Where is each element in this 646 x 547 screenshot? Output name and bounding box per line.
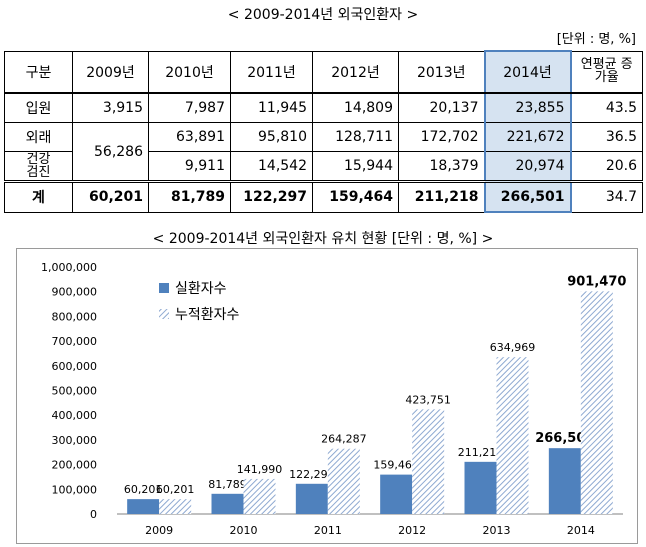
legend-label: 실환자수 [175, 281, 227, 297]
bar-cumulative-patients [159, 499, 192, 514]
table-cell: 23,855 [483, 92, 572, 123]
table-cell: 63,891 [148, 122, 231, 152]
y-tick-label: 100,000 [52, 483, 98, 496]
x-tick-label: 2012 [398, 524, 426, 537]
data-label: 60,201 [156, 483, 195, 496]
data-label: 211,218 [458, 446, 504, 459]
table-cell-rate: 43.5 [570, 92, 643, 123]
legend-label: 누적환자수 [175, 307, 240, 323]
table-cell: 128,711 [312, 122, 399, 152]
header-growth-rate-label: 연평균 증가율 [580, 57, 633, 86]
data-label: 901,470 [567, 274, 626, 289]
data-label: 423,751 [405, 393, 451, 406]
bar-cumulative-patients [243, 478, 276, 514]
chart-frame: 0 100,000 200,000 300,000 400,000 500,000 600,… [16, 248, 638, 544]
table-cell: 11,945 [230, 92, 313, 123]
bar-cumulative-patients [496, 357, 529, 514]
data-label: 141,990 [237, 463, 283, 476]
table-header-row: 구분 2009년 2010년 2011년 2012년 2013년 2014년 연… [4, 50, 643, 94]
x-tick-label: 2010 [230, 524, 258, 537]
y-tick-label: 200,000 [52, 459, 98, 472]
bar-actual-patients [211, 493, 244, 514]
table-cell: 60,201 [72, 180, 149, 213]
row-label: 입원 [4, 92, 73, 123]
table-cell: 81,789 [148, 180, 231, 213]
table-cell: 122,297 [230, 180, 313, 213]
table-cell: 172,702 [398, 122, 485, 152]
table-total-row: 계 60,201 81,789 122,297 159,464 211,218 … [4, 180, 643, 213]
bar-actual-patients [380, 474, 413, 514]
table-cell: 9,911 [148, 151, 231, 182]
header-category: 구분 [4, 50, 73, 94]
bar-cumulative-patients [327, 448, 360, 514]
bar-actual-patients [464, 461, 497, 514]
table-cell: 15,944 [312, 151, 399, 182]
table-cell: 266,501 [483, 180, 572, 213]
chart-title: < 2009-2014년 외국인환자 유치 현황 [단위 : 명, %] > [152, 231, 494, 247]
table-cell: 221,672 [483, 122, 572, 152]
table-cell: 20,974 [483, 151, 572, 182]
legend-swatch [159, 309, 169, 319]
table-cell: 3,915 [72, 92, 149, 123]
x-tick-label: 2013 [483, 524, 511, 537]
patients-table: 구분 2009년 2010년 2011년 2012년 2013년 2014년 연… [4, 50, 643, 213]
table-cell: 14,809 [312, 92, 399, 123]
header-2009: 2009년 [72, 50, 149, 94]
data-label: 81,789 [208, 478, 247, 491]
y-tick-label: 400,000 [52, 409, 98, 422]
bar-cumulative-patients [580, 291, 613, 514]
data-label: 634,969 [490, 341, 536, 354]
data-label: 266,501 [535, 431, 594, 446]
bar-cumulative-patients [412, 409, 445, 514]
header-2010: 2010년 [148, 50, 231, 94]
legend-swatch [159, 283, 169, 293]
y-tick-label: 1,000,000 [41, 261, 97, 274]
y-tick-label: 900,000 [52, 286, 98, 299]
table-cell: 211,218 [398, 180, 485, 213]
header-growth-rate: 연평균 증가율 [570, 50, 643, 94]
table-cell: 95,810 [230, 122, 313, 152]
table-cell: 14,542 [230, 151, 313, 182]
y-tick-label: 500,000 [52, 385, 98, 398]
table-title: < 2009-2014년 외국인환자 > [227, 7, 419, 23]
header-2011: 2011년 [230, 50, 313, 94]
row-label: 계 [4, 180, 73, 213]
header-2012: 2012년 [312, 50, 399, 94]
table-row: 외래 56,286 63,891 95,810 128,711 172,702 … [4, 122, 643, 182]
row-label-text: 건강검진 [26, 151, 51, 180]
table-row: 입원 3,915 7,987 11,945 14,809 20,137 23,8… [4, 92, 643, 123]
table-cell-merged: 56,286 [72, 122, 149, 182]
table-cell: 20,137 [398, 92, 485, 123]
bar-actual-patients [548, 448, 581, 514]
data-label: 264,287 [321, 433, 367, 446]
data-label: 60,201 [124, 483, 163, 496]
table-cell-rate: 36.5 [570, 122, 643, 152]
y-tick-label: 700,000 [52, 335, 98, 348]
y-tick-label: 0 [90, 508, 97, 521]
table-cell: 159,464 [312, 180, 399, 213]
header-2014: 2014년 [483, 50, 572, 94]
row-label: 건강검진 [4, 151, 73, 182]
bar-chart: 0 100,000 200,000 300,000 400,000 500,000 600,… [41, 261, 626, 537]
table-row: 건강검진 9,911 14,542 15,944 18,379 20,974 2… [4, 151, 643, 182]
y-tick-label: 600,000 [52, 360, 98, 373]
data-label: 159,464 [373, 459, 419, 472]
bar-actual-patients [295, 483, 328, 514]
header-2013: 2013년 [398, 50, 485, 94]
table-cell: 7,987 [148, 92, 231, 123]
table-cell-rate: 20.6 [570, 151, 643, 182]
y-tick-label: 300,000 [52, 434, 98, 447]
row-label: 외래 [4, 122, 73, 152]
y-tick-label: 800,000 [52, 310, 98, 323]
x-tick-label: 2009 [145, 524, 173, 537]
table-cell-rate: 34.7 [570, 180, 643, 213]
table-cell: 18,379 [398, 151, 485, 182]
table-unit: [단위 : 명, %] [556, 32, 636, 47]
data-label: 122,297 [289, 468, 335, 481]
x-tick-label: 2011 [314, 524, 342, 537]
bar-actual-patients [127, 499, 160, 514]
x-tick-label: 2014 [567, 524, 595, 537]
